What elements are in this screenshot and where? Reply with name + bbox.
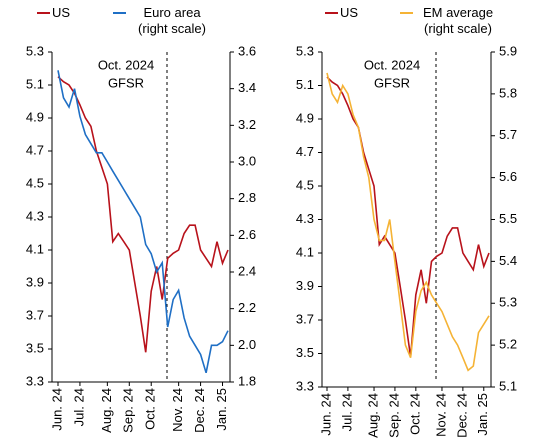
y-tick-label: 5.3 <box>296 43 314 58</box>
series-line <box>326 72 490 372</box>
y-tick-label: 3.9 <box>26 274 44 289</box>
x-tick-label: Dec. 24 <box>192 388 207 433</box>
x-tick-label: Aug. 24 <box>99 388 114 433</box>
x-tick-label: Jan. 25 <box>214 388 229 431</box>
x-tick-label: Dec. 24 <box>454 393 469 438</box>
legend-label: US <box>340 5 359 20</box>
y-tick-label: 4.9 <box>26 109 44 124</box>
y-tick-label: 3.7 <box>26 307 44 322</box>
y2-tick-label: 5.8 <box>499 85 517 100</box>
y2-tick-label: 2.2 <box>238 300 256 315</box>
y-tick-label: 4.7 <box>26 142 44 157</box>
y2-tick-label: 5.3 <box>499 295 517 310</box>
x-tick-label: Sep. 24 <box>121 388 136 433</box>
y2-tick-label: 3.2 <box>238 117 256 132</box>
y-tick-label: 3.3 <box>26 373 44 388</box>
y2-tick-label: 5.9 <box>499 43 517 58</box>
y2-tick-label: 2.8 <box>238 190 256 205</box>
y2-tick-label: 3.4 <box>238 80 256 95</box>
y-tick-label: 3.3 <box>296 378 314 393</box>
y-tick-label: 4.1 <box>296 244 314 259</box>
legend-label: EM average (right scale) <box>422 5 494 36</box>
y2-tick-label: 3.0 <box>238 153 256 168</box>
y-tick-label: 4.1 <box>26 241 44 256</box>
y2-tick-label: 5.5 <box>499 211 517 226</box>
annotation: Oct. 2024 <box>98 57 154 72</box>
x-tick-label: Jan. 25 <box>475 393 490 436</box>
legend-label: US <box>52 5 71 20</box>
y-tick-label: 3.9 <box>296 278 314 293</box>
y-tick-label: 4.5 <box>296 177 314 192</box>
y-tick-label: 3.5 <box>296 345 314 360</box>
y-tick-label: 4.3 <box>296 211 314 226</box>
y-tick-label: 4.7 <box>296 144 314 159</box>
y2-tick-label: 5.7 <box>499 127 517 142</box>
y-tick-label: 4.5 <box>26 175 44 190</box>
x-tick-label: Jul. 24 <box>339 393 354 431</box>
annotation: Oct. 2024 <box>364 57 420 72</box>
series-line <box>57 70 229 374</box>
y-tick-label: 3.7 <box>296 311 314 326</box>
series-line <box>57 76 229 353</box>
y-tick-label: 5.1 <box>296 77 314 92</box>
x-tick-label: Sep. 24 <box>386 393 401 438</box>
y2-tick-label: 5.2 <box>499 337 517 352</box>
y2-tick-label: 5.4 <box>499 253 517 268</box>
y-tick-label: 4.3 <box>26 208 44 223</box>
y-tick-label: 5.1 <box>26 76 44 91</box>
x-tick-label: Oct. 24 <box>143 388 158 430</box>
x-tick-label: Aug. 24 <box>365 393 380 438</box>
y2-tick-label: 2.0 <box>238 337 256 352</box>
x-tick-label: Jun. 24 <box>318 393 333 436</box>
y2-tick-label: 5.1 <box>499 378 517 393</box>
y2-tick-label: 2.6 <box>238 227 256 242</box>
y2-tick-label: 5.6 <box>499 169 517 184</box>
annotation: GFSR <box>374 75 410 90</box>
y2-tick-label: 3.6 <box>238 43 256 58</box>
y-tick-label: 5.3 <box>26 43 44 58</box>
y2-tick-label: 1.8 <box>238 373 256 388</box>
annotation: GFSR <box>108 75 144 90</box>
y-tick-label: 3.5 <box>26 340 44 355</box>
x-tick-label: Nov. 24 <box>433 393 448 437</box>
y-tick-label: 4.9 <box>296 110 314 125</box>
y2-tick-label: 2.4 <box>238 263 256 278</box>
x-tick-label: Jul. 24 <box>71 388 86 426</box>
x-tick-label: Nov. 24 <box>170 388 185 432</box>
series-line <box>326 76 490 357</box>
x-tick-label: Oct. 24 <box>407 393 422 435</box>
legend-label: Euro area (right scale) <box>138 5 206 36</box>
x-tick-label: Jun. 24 <box>49 388 64 431</box>
